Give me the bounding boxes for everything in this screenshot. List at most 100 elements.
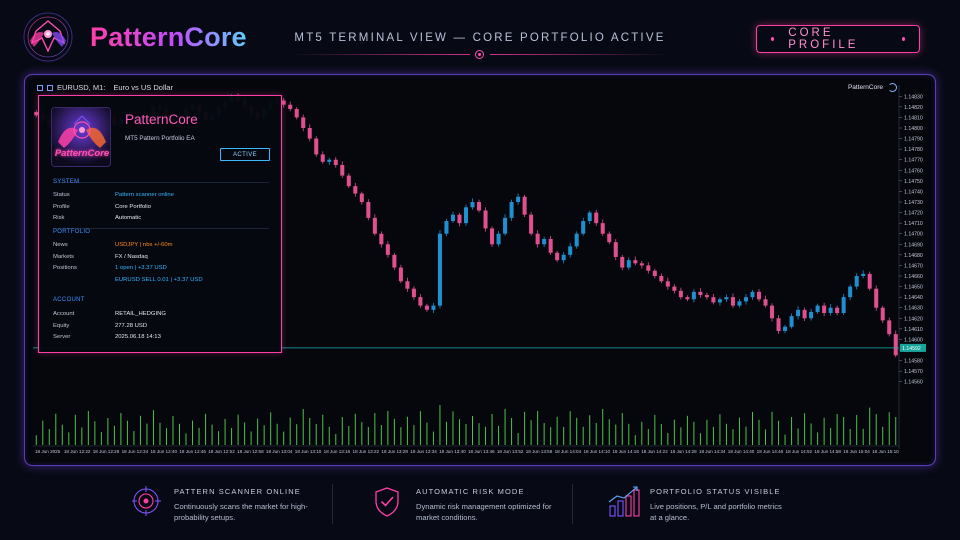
brand-name: PatternCore — [90, 22, 247, 52]
candle-body — [359, 193, 364, 202]
divider — [290, 54, 470, 55]
active-button[interactable]: ACTIVE — [220, 148, 270, 161]
y-tick-label: 1.14630 — [904, 306, 923, 312]
x-tick-label: 18 Jun 13:58 — [526, 449, 553, 454]
panel-subtitle: MT5 Pattern Portfolio EA — [125, 135, 195, 142]
x-tick-label: 18 Jun 13:34 — [410, 449, 437, 454]
y-tick-label: 1.14760 — [904, 168, 923, 174]
candle-body — [503, 217, 508, 234]
info-value: RETAIL_HEDGING — [115, 311, 166, 317]
candle-body — [340, 165, 345, 176]
candle-body — [483, 210, 488, 229]
candle-body — [411, 288, 416, 298]
candle-body — [854, 276, 859, 287]
y-tick-label: 1.14820 — [904, 105, 923, 111]
shield-check-icon — [375, 487, 399, 517]
y-tick-label: 1.14560 — [904, 380, 923, 386]
info-value: EURUSD SELL 0.01 | +3.37 USD — [115, 276, 203, 283]
info-key: Positions — [53, 265, 77, 271]
candle-body — [379, 233, 384, 245]
candle-body — [724, 297, 729, 300]
y-tick-label: 1.14730 — [904, 200, 923, 206]
candle-body — [828, 307, 833, 313]
section-account: ACCOUNT — [53, 297, 85, 303]
y-tick-label: 1.14770 — [904, 158, 923, 164]
candle-body — [450, 214, 455, 222]
candle-body — [366, 202, 371, 218]
candle-body — [294, 108, 299, 118]
info-key: Server — [53, 334, 71, 340]
candle-body — [568, 246, 573, 255]
x-tick-label: 18 Jun 12:46 — [179, 449, 206, 454]
candle-body — [861, 273, 866, 276]
candle-body — [457, 214, 462, 224]
x-tick-label: 18 Jun 13:28 — [381, 449, 408, 454]
candle-body — [424, 305, 429, 310]
feature-portfolio: PORTFOLIO STATUS VISIBLE Live positions,… — [608, 484, 808, 528]
y-tick-label: 1.14810 — [904, 115, 923, 121]
feature-risk: AUTOMATIC RISK MODE Dynamic risk managem… — [374, 484, 564, 528]
candle-body — [848, 286, 853, 298]
candle-body — [463, 207, 469, 224]
divider — [490, 54, 670, 55]
ea-smiley-icon[interactable] — [888, 83, 897, 92]
y-tick-label: 1.14750 — [904, 179, 923, 185]
info-value: Automatic — [115, 215, 142, 221]
candle-body — [737, 301, 742, 306]
info-value: 277.28 USD — [115, 322, 148, 329]
x-tick-label: 18 Jun 13:04 — [266, 449, 293, 454]
core-profile-label: CORE PROFILE — [788, 27, 859, 51]
candle-body — [600, 223, 605, 234]
page-title: MT5 TERMINAL VIEW — CORE PORTFOLIO ACTIV… — [294, 32, 666, 44]
info-row: Server 2025.06.18 14:13 — [53, 334, 273, 340]
symbol-name: EURUSD, M1: — [57, 83, 106, 92]
info-row: Markets FX / Nasdaq — [53, 254, 273, 260]
candle-body — [822, 305, 827, 313]
x-tick-label: 18 Jun 14:52 — [786, 449, 813, 454]
y-tick-label: 1.14740 — [904, 189, 923, 195]
candle-body — [880, 307, 885, 321]
candle-body — [516, 196, 521, 202]
candle-body — [555, 252, 560, 261]
bar-icon — [47, 84, 53, 91]
candle-body — [496, 233, 501, 245]
x-tick-label: 18 Jun 12:58 — [237, 449, 264, 454]
candle-body — [698, 291, 703, 296]
candle-body — [372, 217, 377, 234]
candle-body — [574, 233, 579, 247]
candle-body — [633, 260, 638, 264]
x-tick-label: 18 Jun 13:16 — [324, 449, 351, 454]
info-key: Profile — [53, 203, 70, 210]
candle-body — [678, 290, 683, 298]
x-tick-label: 18 Jun 14:10 — [583, 449, 610, 454]
candle-body — [887, 320, 892, 335]
core-profile-button[interactable]: CORE PROFILE — [756, 25, 920, 53]
candle-body — [320, 154, 325, 162]
header: PatternCore MT5 TERMINAL VIEW — CORE POR… — [0, 0, 960, 64]
info-key: Markets — [53, 253, 74, 260]
candle-body — [893, 334, 898, 356]
candle-body — [522, 196, 527, 215]
feature-title: PATTERN SCANNER ONLINE — [174, 487, 301, 496]
feature-strip: PATTERN SCANNER ONLINE Continuously scan… — [0, 476, 960, 540]
candle-body — [672, 286, 677, 291]
info-value: USDJPY | nbs +/-60m — [115, 242, 173, 248]
candle-body — [509, 202, 514, 218]
y-tick-label: 1.14790 — [904, 137, 923, 143]
feature-description: Continuously scans the market for high-p… — [174, 502, 308, 522]
info-value: Core Portfolio — [115, 203, 152, 210]
candle-body — [542, 239, 547, 245]
candle-body — [867, 273, 872, 289]
candle-body — [490, 228, 495, 245]
divider — [53, 182, 269, 183]
candle-body — [704, 295, 709, 298]
y-tick-label: 1.14640 — [904, 295, 923, 301]
x-tick-label: 18 Jun 13:46 — [468, 449, 495, 454]
candle-body — [281, 100, 286, 105]
current-price-tag — [900, 343, 926, 352]
x-tick-label: 18 Jun 14:34 — [699, 449, 726, 454]
candle-body — [418, 297, 423, 306]
candle-body — [288, 104, 293, 109]
info-row: Profile Core Portfolio — [53, 204, 273, 210]
feature-scanner: PATTERN SCANNER ONLINE Continuously scan… — [132, 484, 322, 528]
